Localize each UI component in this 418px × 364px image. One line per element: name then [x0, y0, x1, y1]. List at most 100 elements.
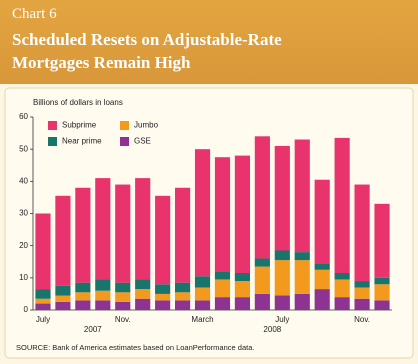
y-tick-label: 50 — [19, 144, 28, 153]
chart-title: Scheduled Resets on Adjustable-Rate Mort… — [12, 30, 282, 72]
y-tick-label: 30 — [19, 209, 28, 218]
bar-segment — [115, 282, 131, 293]
bar-segment — [194, 276, 211, 288]
x-tick-label: March — [191, 315, 213, 324]
legend-swatch — [48, 137, 57, 146]
bar-segment — [75, 187, 91, 283]
bar-segment — [115, 301, 131, 310]
bar-segment — [374, 277, 390, 285]
legend-label: Near prime — [62, 137, 102, 146]
bar-segment — [214, 271, 231, 280]
bar-segment — [115, 292, 131, 302]
bar-segment — [95, 178, 111, 280]
y-tick-label: 40 — [19, 176, 28, 185]
legend-swatch — [120, 121, 129, 130]
bar-segment — [175, 282, 191, 293]
bar-segment — [314, 263, 330, 270]
bar-segment — [314, 289, 330, 310]
y-tick-label: 20 — [19, 241, 28, 250]
bar-segment — [194, 287, 211, 301]
x-tick-label: Nov. — [354, 315, 370, 324]
y-tick-label: 60 — [19, 112, 28, 121]
legend-label: Jumbo — [134, 121, 159, 130]
bar-segment — [334, 137, 350, 274]
bar-segment — [354, 287, 370, 299]
bar-segment — [234, 155, 250, 274]
bar-segment — [354, 184, 370, 282]
bar-segment — [135, 279, 151, 290]
bar-segment — [175, 187, 191, 283]
bar-segment — [35, 289, 51, 299]
bar-segment — [294, 293, 310, 310]
bar-segment — [374, 300, 390, 310]
y-tick-label: 10 — [19, 273, 28, 282]
bar-segment — [55, 295, 71, 302]
bar-segment — [175, 292, 191, 301]
bar-segment — [234, 297, 250, 310]
bar-segment — [135, 298, 151, 310]
bar-segment — [55, 195, 71, 286]
bar-segment — [75, 282, 91, 293]
bar-segment — [294, 260, 310, 294]
bar-segment — [234, 273, 250, 282]
bar-segment — [115, 184, 131, 283]
bar-segment — [95, 290, 111, 301]
legend-label: Subprime — [62, 121, 97, 130]
bar-segment — [95, 279, 111, 291]
bar-segment — [155, 300, 171, 310]
bar-segment — [254, 293, 270, 310]
bar-segment — [294, 139, 310, 253]
bar-segment — [334, 273, 350, 280]
bar-segment — [354, 298, 370, 310]
header: Chart 6 Scheduled Resets on Adjustable-R… — [0, 0, 418, 84]
bar-segment — [194, 300, 211, 310]
bar-segment — [274, 145, 290, 251]
bar-segment — [374, 203, 390, 278]
bar-segment — [35, 303, 51, 310]
bar-segment — [274, 250, 290, 261]
bar-segment — [214, 279, 231, 298]
bar-segment — [155, 293, 171, 301]
y-axis-label: Billions of dollars in loans — [33, 98, 123, 107]
chart-label: Chart 6 — [12, 6, 57, 22]
legend-swatch — [120, 137, 129, 146]
bar-segment — [175, 300, 191, 310]
bar-segment — [75, 300, 91, 310]
bar-segment — [35, 298, 51, 304]
bar-segment — [135, 178, 151, 280]
bar-segment — [254, 136, 270, 259]
bar-segment — [314, 179, 330, 264]
bar-segment — [155, 195, 171, 285]
bar-segment — [294, 252, 310, 261]
x-tick-label: July — [275, 315, 289, 324]
bar-segment — [214, 157, 231, 272]
bar-segment — [95, 300, 111, 310]
bar-segment — [274, 260, 290, 296]
bar-segment — [374, 284, 390, 301]
bar-segment — [55, 285, 71, 296]
x-year-label: 2007 — [84, 325, 102, 334]
x-tick-label: July — [36, 315, 50, 324]
source: SOURCE: Bank of America estimates based … — [16, 343, 254, 352]
bar-segment — [254, 266, 270, 294]
bar-segment — [334, 279, 350, 298]
bar-segment — [214, 297, 231, 310]
bar-segment — [55, 301, 71, 310]
legend-swatch — [48, 121, 57, 130]
bar-segment — [234, 281, 250, 298]
bar-segment — [135, 289, 151, 299]
x-tick-label: Nov. — [115, 315, 131, 324]
bar-segment — [254, 258, 270, 267]
bar-segment — [334, 297, 350, 310]
bar-segment — [155, 284, 171, 294]
y-tick-label: 0 — [24, 305, 29, 314]
bar-segment — [274, 295, 290, 310]
bar-segment — [75, 292, 91, 301]
bar-segment — [314, 269, 330, 290]
bar-segment — [35, 213, 51, 290]
x-year-label: 2008 — [263, 325, 281, 334]
legend-label: GSE — [134, 137, 151, 146]
bar-segment — [194, 149, 211, 277]
